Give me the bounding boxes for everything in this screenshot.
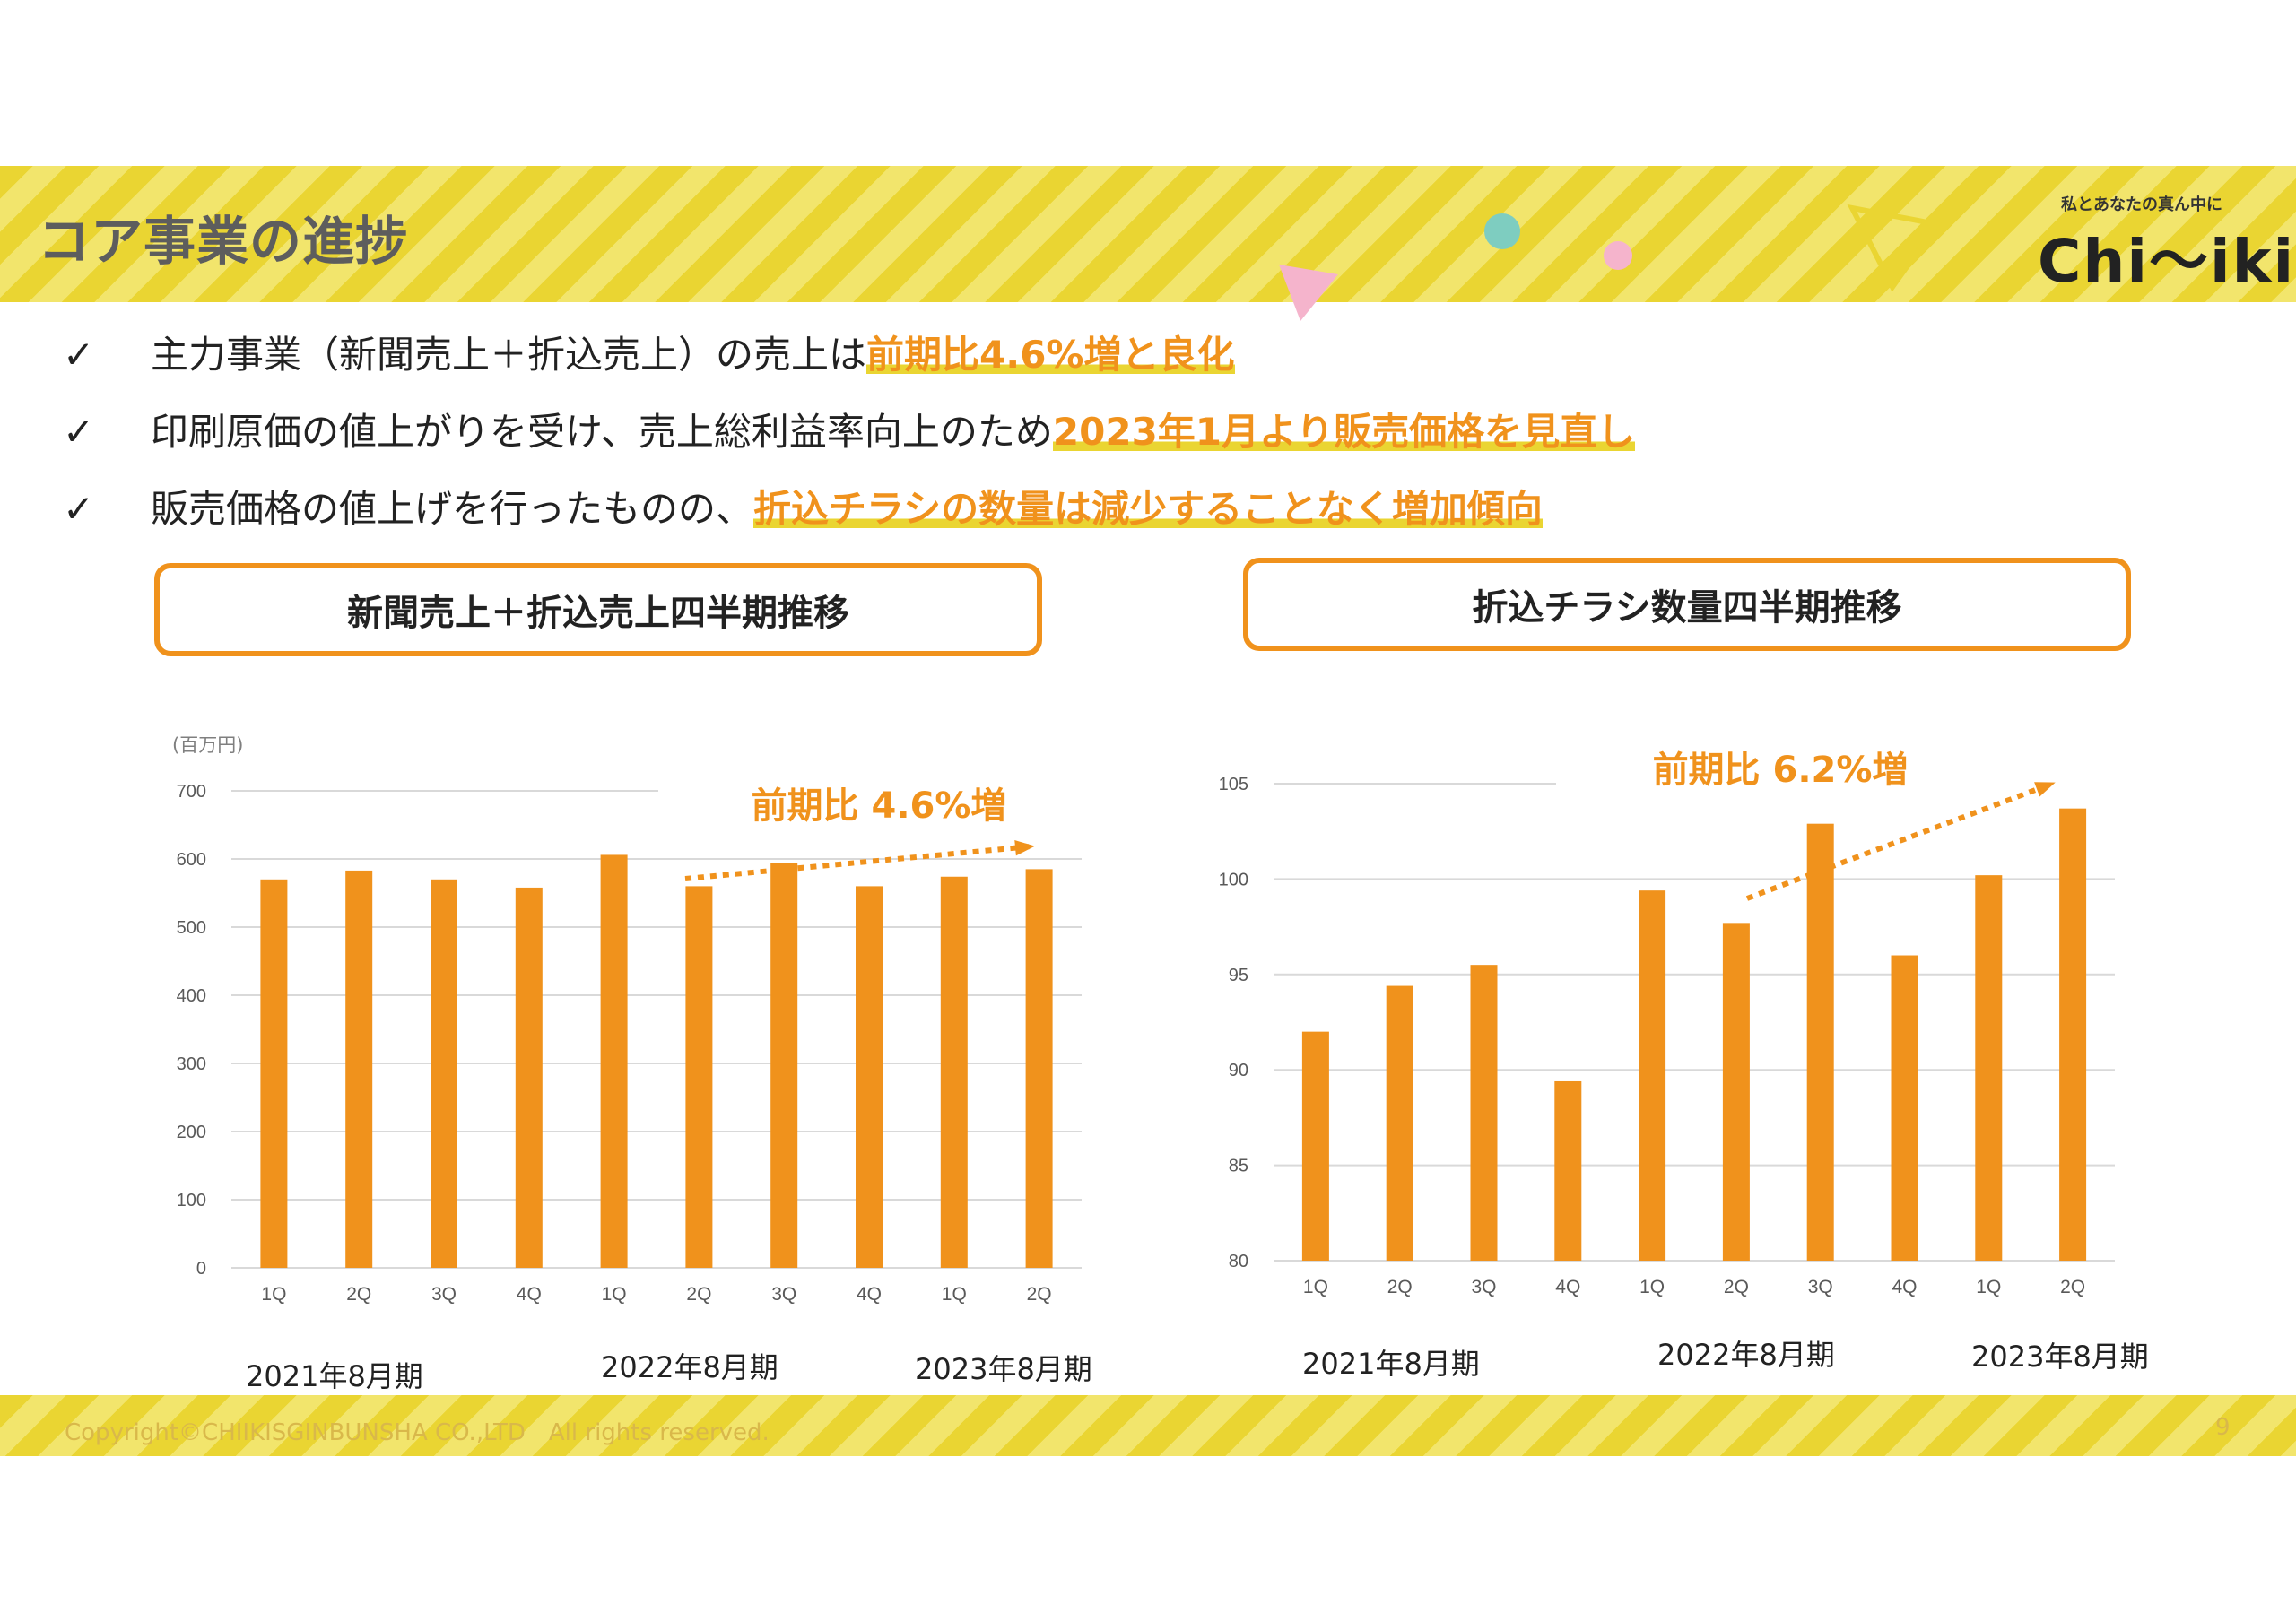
period-label: 2023年8月期 bbox=[1971, 1340, 2149, 1374]
x-tick-label: 1Q bbox=[1639, 1277, 1665, 1297]
chart-title-box-flyers: 折込チラシ数量四半期推移 bbox=[1243, 558, 2131, 651]
period-label: 2021年8月期 bbox=[1302, 1347, 1480, 1381]
growth-annotation: 前期比 6.2%増 bbox=[1653, 750, 1909, 791]
period-label: 2023年8月期 bbox=[915, 1352, 1092, 1386]
bullet-text: 印刷原価の値上がりを受け、売上総利益率向上のため bbox=[151, 410, 1053, 454]
bar bbox=[1301, 1031, 1329, 1261]
y-tick-label: 95 bbox=[1229, 966, 1248, 985]
copyright-text: Copyright©CHIIKISGINBUNSHA CO.,LTD All r… bbox=[65, 1419, 770, 1446]
trend-arrow-line bbox=[1745, 781, 2054, 901]
bar bbox=[1639, 890, 1666, 1261]
bullet-highlight: 前期比4.6%増と良化 bbox=[866, 333, 1235, 377]
yellow-triangle-outline-icon bbox=[1847, 204, 1943, 292]
bar bbox=[345, 870, 373, 1268]
logo-tagline: 私とあなたの真ん中に bbox=[2061, 195, 2222, 214]
y-tick-label: 700 bbox=[177, 782, 206, 802]
x-tick-label: 3Q bbox=[771, 1284, 796, 1305]
y-tick-label: 105 bbox=[1219, 775, 1248, 794]
x-tick-label: 2Q bbox=[1724, 1277, 1749, 1297]
y-tick-label: 80 bbox=[1229, 1252, 1248, 1271]
y-tick-label: 100 bbox=[177, 1191, 206, 1210]
chart-title-box-sales: 新聞売上＋折込売上四半期推移 bbox=[154, 563, 1042, 656]
y-tick-label: 600 bbox=[177, 850, 206, 870]
footer-band bbox=[0, 1395, 2296, 1456]
x-tick-label: 4Q bbox=[857, 1284, 882, 1305]
bar bbox=[515, 887, 543, 1268]
bar bbox=[600, 854, 628, 1268]
bar bbox=[1554, 1080, 1582, 1261]
x-tick-label: 2Q bbox=[686, 1284, 711, 1305]
y-tick-label: 300 bbox=[177, 1054, 206, 1074]
y-tick-label: 100 bbox=[1219, 870, 1248, 889]
bar bbox=[1470, 965, 1498, 1261]
trend-arrow-head bbox=[1014, 840, 1035, 856]
y-tick-label: 0 bbox=[196, 1259, 206, 1279]
period-label: 2021年8月期 bbox=[246, 1359, 423, 1393]
company-logo: Chi〜iki bbox=[2038, 227, 2296, 296]
pink-circle-icon bbox=[1604, 241, 1632, 270]
x-tick-label: 2Q bbox=[346, 1284, 371, 1305]
bar bbox=[2059, 808, 2087, 1261]
x-tick-label: 4Q bbox=[1555, 1277, 1580, 1297]
y-tick-label: 90 bbox=[1229, 1061, 1248, 1080]
page-number: 9 bbox=[2215, 1414, 2231, 1441]
period-label: 2022年8月期 bbox=[1657, 1338, 1835, 1372]
x-tick-label: 1Q bbox=[1976, 1277, 2001, 1297]
bar bbox=[940, 876, 968, 1268]
check-icon: ✓ bbox=[63, 333, 95, 377]
y-tick-label: 200 bbox=[177, 1123, 206, 1142]
header-band bbox=[0, 166, 2296, 302]
trend-arrow-line bbox=[684, 844, 1032, 881]
period-label: 2022年8月期 bbox=[601, 1350, 778, 1384]
x-tick-label: 2Q bbox=[2060, 1277, 2085, 1297]
bullet-item: ✓ 主力事業（新聞売上＋折込売上）の売上は前期比4.6%増と良化 bbox=[63, 325, 1235, 379]
teal-circle-icon bbox=[1484, 213, 1520, 249]
bullet-text: 販売価格の値上げを行ったものの、 bbox=[151, 487, 754, 531]
bar bbox=[770, 863, 798, 1268]
x-tick-label: 1Q bbox=[942, 1284, 967, 1305]
y-axis-label: (百万円) bbox=[172, 734, 243, 756]
bar bbox=[1722, 923, 1750, 1261]
x-tick-label: 2Q bbox=[1027, 1284, 1052, 1305]
bullet-highlight: 折込チラシの数量は減少することなく増加傾向 bbox=[753, 487, 1543, 531]
x-tick-label: 1Q bbox=[261, 1284, 286, 1305]
y-tick-label: 400 bbox=[177, 986, 206, 1006]
bar bbox=[260, 879, 288, 1268]
bar bbox=[685, 886, 713, 1268]
y-tick-label: 500 bbox=[177, 918, 206, 938]
x-tick-label: 1Q bbox=[602, 1284, 627, 1305]
bullet-text: 主力事業（新聞売上＋折込売上）の売上は bbox=[151, 333, 867, 377]
decorative-shapes bbox=[1279, 204, 1943, 321]
y-tick-label: 85 bbox=[1229, 1157, 1248, 1176]
check-icon: ✓ bbox=[63, 487, 95, 531]
bar bbox=[1806, 823, 1834, 1261]
growth-annotation: 前期比 4.6%増 bbox=[752, 785, 1007, 827]
bullet-highlight: 2023年1月より販売価格を見直し bbox=[1052, 410, 1636, 454]
x-tick-label: 3Q bbox=[431, 1284, 457, 1305]
x-tick-label: 1Q bbox=[1303, 1277, 1328, 1297]
bar bbox=[1891, 955, 1918, 1261]
bar bbox=[1025, 869, 1053, 1268]
bar bbox=[856, 886, 883, 1268]
bullet-item: ✓ 印刷原価の値上がりを受け、売上総利益率向上のため2023年1月より販売価格を見… bbox=[63, 402, 1636, 456]
x-tick-label: 2Q bbox=[1387, 1277, 1413, 1297]
x-tick-label: 4Q bbox=[517, 1284, 542, 1305]
bar bbox=[430, 879, 457, 1268]
x-tick-label: 3Q bbox=[1808, 1277, 1833, 1297]
slide-title: コア事業の進捗 bbox=[38, 211, 409, 272]
trend-arrow-head bbox=[2034, 782, 2056, 797]
x-tick-label: 3Q bbox=[1471, 1277, 1496, 1297]
pink-triangle-icon bbox=[1279, 265, 1338, 321]
bar bbox=[1975, 875, 2003, 1261]
check-icon: ✓ bbox=[63, 410, 95, 454]
bullet-item: ✓ 販売価格の値上げを行ったものの、折込チラシの数量は減少することなく増加傾向 bbox=[63, 479, 1543, 533]
bar bbox=[1386, 985, 1413, 1261]
x-tick-label: 4Q bbox=[1892, 1277, 1917, 1297]
